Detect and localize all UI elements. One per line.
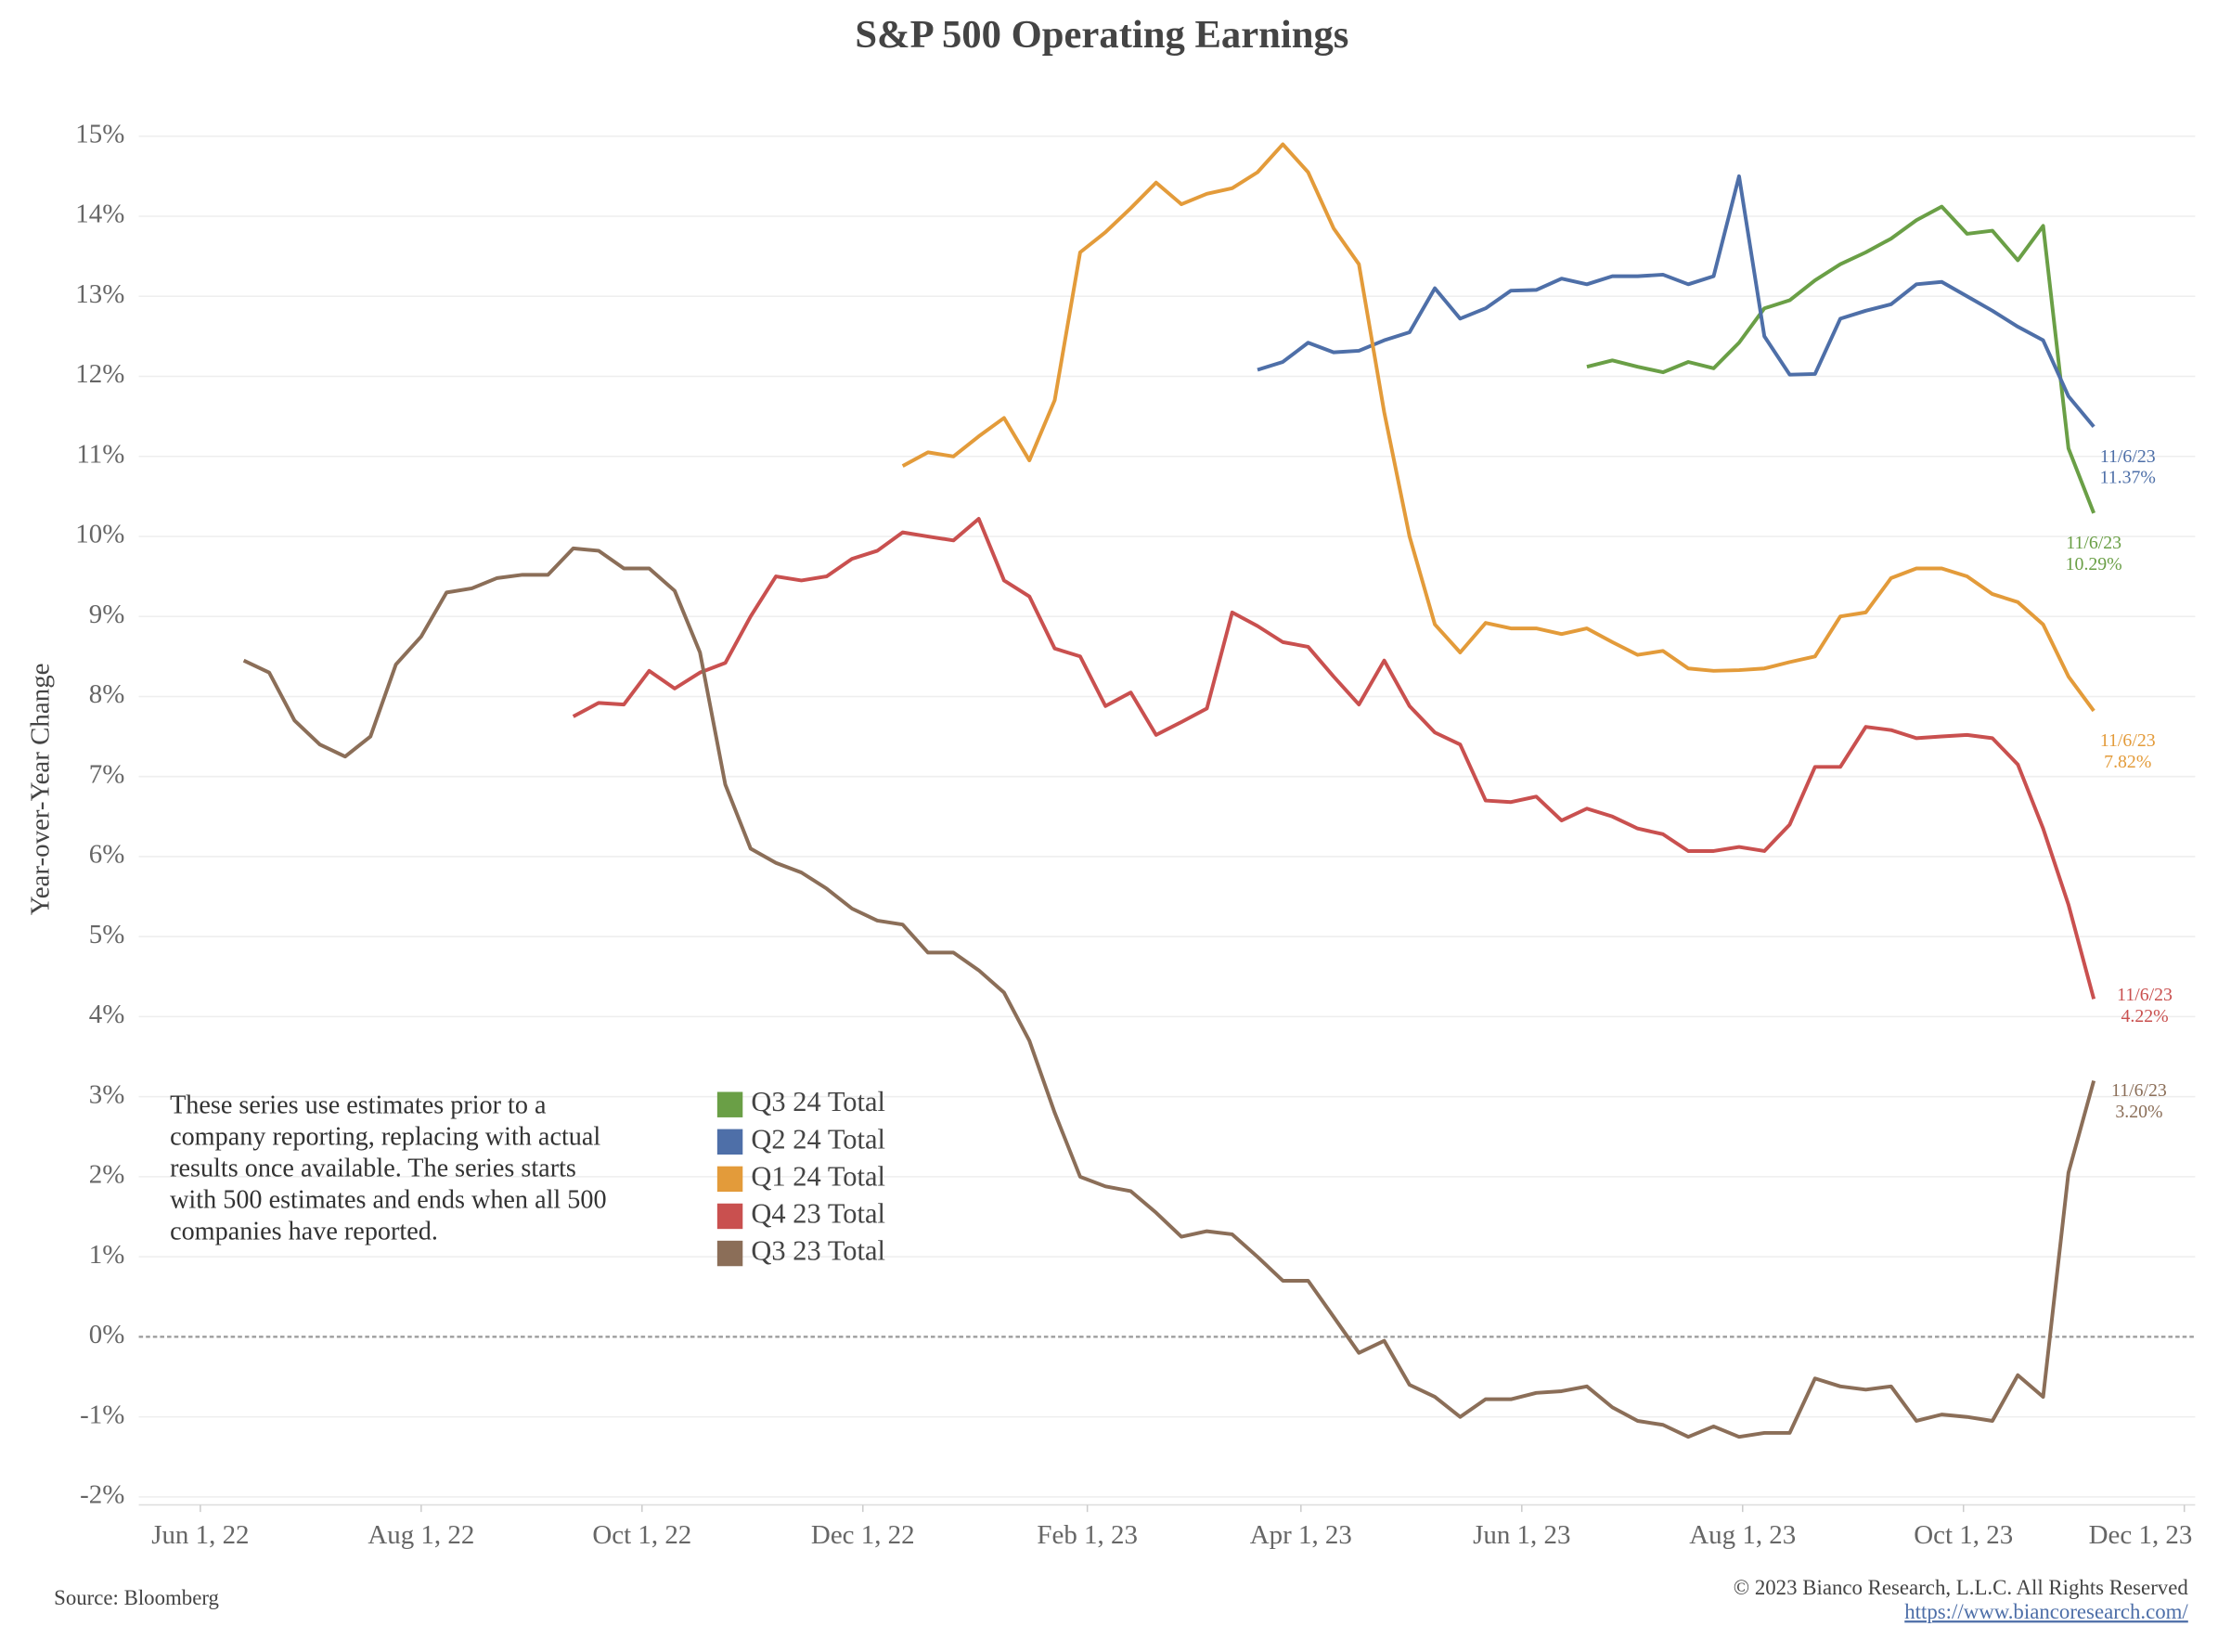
y-tick-label: 1%	[89, 1240, 125, 1270]
x-tick-label: Oct 1, 22	[592, 1520, 691, 1550]
y-tick-label: 8%	[89, 679, 125, 709]
legend-label: Q3 24 Total	[751, 1086, 885, 1117]
x-tick-label: Dec 1, 22	[811, 1520, 915, 1550]
note-text: company reporting, replacing with actual	[170, 1123, 600, 1152]
y-tick-label: 0%	[89, 1320, 125, 1349]
y-tick-label: -2%	[80, 1480, 124, 1510]
legend-swatch	[716, 1129, 743, 1155]
legend-swatch	[716, 1240, 743, 1267]
x-tick-label: Aug 1, 23	[1689, 1520, 1796, 1550]
y-tick-label: 13%	[75, 279, 124, 309]
end-date-label: 11/6/23	[2111, 1080, 2167, 1101]
series-line	[1586, 204, 2095, 514]
y-tick-label: 4%	[89, 1000, 125, 1029]
x-tick-label: Feb 1, 23	[1037, 1520, 1138, 1550]
note-text: companies have reported.	[170, 1218, 438, 1246]
y-tick-label: 14%	[75, 200, 124, 229]
y-tick-label: 2%	[89, 1160, 125, 1190]
y-tick-label: 11%	[76, 439, 124, 469]
end-date-label: 11/6/23	[2100, 730, 2156, 751]
x-tick-label: Jun 1, 23	[1473, 1520, 1570, 1550]
url-link[interactable]: https://www.biancoresearch.com/	[1904, 1600, 2188, 1623]
end-value-label: 7.82%	[2104, 752, 2151, 772]
legend-label: Q1 24 Total	[751, 1160, 885, 1192]
legend-swatch	[716, 1203, 743, 1230]
x-tick-label: Jun 1, 22	[151, 1520, 249, 1550]
series-line	[1257, 174, 2095, 429]
end-date-label: 11/6/23	[2117, 985, 2173, 1005]
chart-title: S&P 500 Operating Earnings	[855, 13, 1348, 57]
y-axis-label: Year-over-Year Change	[26, 663, 56, 915]
end-value-label: 3.20%	[2115, 1102, 2162, 1122]
y-tick-label: 10%	[75, 520, 124, 549]
end-value-label: 4.22%	[2121, 1006, 2168, 1026]
legend-label: Q4 23 Total	[751, 1197, 885, 1229]
y-tick-label: 12%	[75, 359, 124, 389]
y-tick-label: 7%	[89, 759, 125, 789]
legend-label: Q2 24 Total	[751, 1123, 885, 1155]
legend-swatch	[716, 1166, 743, 1193]
source: Source: Bloomberg	[54, 1586, 219, 1609]
y-tick-label: 9%	[89, 600, 125, 629]
note-text: with 500 estimates and ends when all 500	[170, 1186, 606, 1215]
legend-label: Q3 23 Total	[751, 1235, 885, 1267]
y-tick-label: -1%	[80, 1400, 124, 1429]
series-line	[242, 546, 2096, 1439]
x-tick-label: Apr 1, 23	[1250, 1520, 1352, 1550]
note-text: results once available. The series start…	[170, 1155, 576, 1183]
y-tick-label: 15%	[75, 119, 124, 148]
end-value-label: 11.37%	[2100, 468, 2156, 488]
x-tick-label: Aug 1, 22	[368, 1520, 474, 1550]
y-tick-label: 5%	[89, 920, 125, 949]
end-date-label: 11/6/23	[2100, 446, 2156, 467]
series-line	[572, 517, 2096, 1000]
series-line	[901, 142, 2095, 713]
legend-swatch	[716, 1091, 743, 1117]
note-text: These series use estimates prior to a	[170, 1091, 547, 1120]
copyright: © 2023 Bianco Research, L.L.C. All Right…	[1734, 1576, 2189, 1599]
x-tick-label: Oct 1, 23	[1914, 1520, 2013, 1550]
end-value-label: 10.29%	[2066, 554, 2122, 574]
y-tick-label: 3%	[89, 1079, 125, 1109]
end-date-label: 11/6/23	[2066, 533, 2121, 553]
x-tick-label: Dec 1, 23	[2089, 1520, 2193, 1550]
y-tick-label: 6%	[89, 840, 125, 870]
